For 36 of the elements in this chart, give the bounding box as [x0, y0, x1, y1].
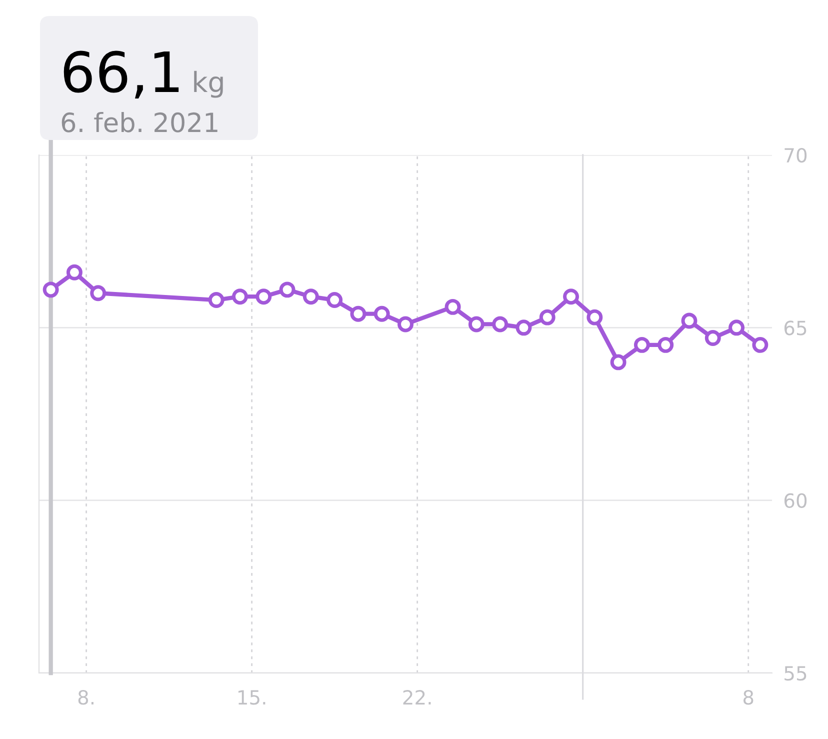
- point: [256, 288, 272, 305]
- y-tick-label: 60: [784, 493, 807, 508]
- point: [42, 282, 59, 298]
- point: [658, 336, 674, 353]
- point: [326, 292, 343, 308]
- y-tick-label: 70: [784, 148, 807, 163]
- point: [468, 316, 484, 332]
- point: [279, 282, 296, 298]
- point: [208, 292, 224, 308]
- point: [398, 316, 414, 332]
- point: [539, 309, 556, 326]
- text: 6. feb. 2021: [62, 112, 218, 132]
- point: [232, 288, 248, 305]
- point: [90, 285, 106, 302]
- text: 66,1 kg: [64, 50, 223, 98]
- y-tick-label: 55: [784, 666, 806, 681]
- x-tick-label: 22.: [403, 690, 431, 704]
- point: [350, 306, 366, 322]
- point: [610, 354, 626, 370]
- point: [302, 288, 319, 305]
- point: [492, 316, 508, 332]
- point: [374, 306, 390, 322]
- point: [66, 264, 82, 280]
- point: [444, 298, 461, 315]
- point: [752, 336, 768, 353]
- point: [634, 336, 650, 353]
- point: [728, 320, 745, 336]
- x-tick-label: 8.: [78, 690, 94, 705]
- point: [586, 309, 603, 326]
- x-tick-label: 8: [743, 690, 754, 705]
- point: [704, 330, 721, 346]
- point: [516, 320, 532, 336]
- point: [681, 312, 698, 329]
- point: [563, 288, 579, 305]
- x-tick-label: 15.: [238, 690, 266, 705]
- y-tick-label: 65: [784, 320, 806, 336]
